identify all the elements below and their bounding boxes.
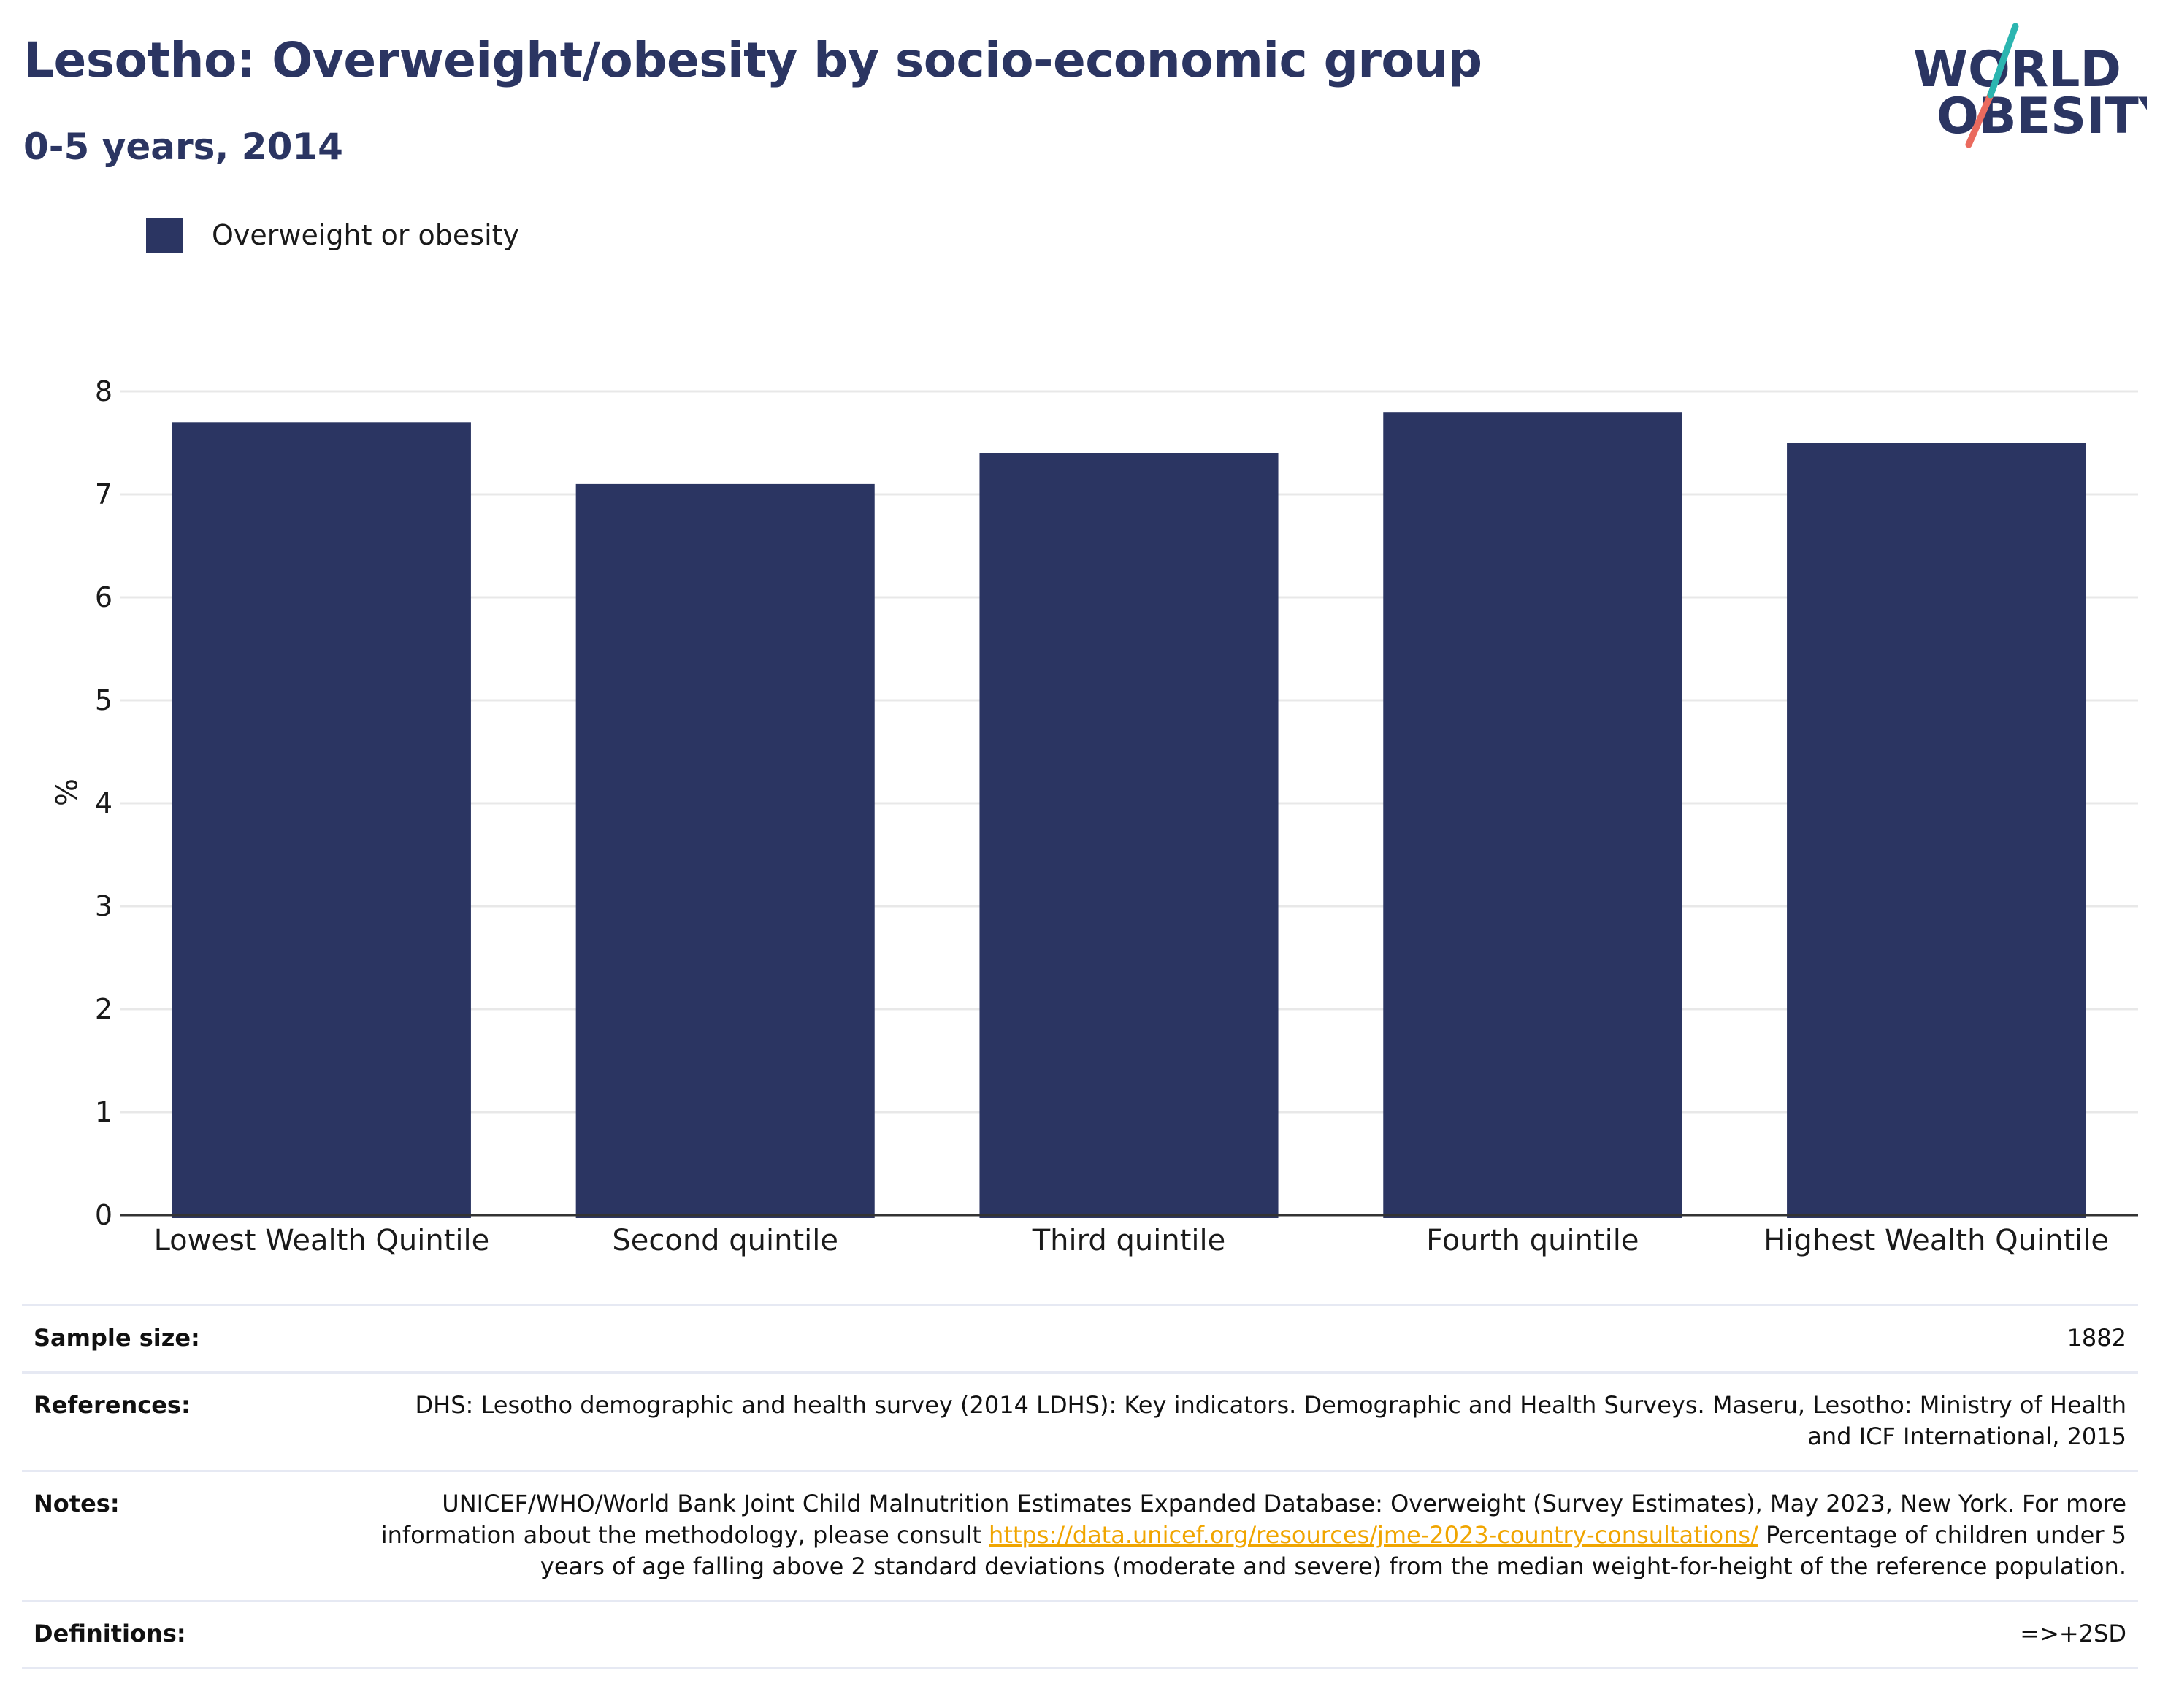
sample-size-label: Sample size: — [34, 1324, 200, 1352]
legend-swatch — [146, 218, 183, 253]
chart-subtitle: 0-5 years, 2014 — [23, 126, 343, 168]
bar — [1787, 443, 2086, 1218]
y-tick-label: 7 — [95, 478, 112, 510]
info-row-sample-size: Sample size: 1882 — [22, 1304, 2138, 1371]
notes-value: UNICEF/WHO/World Bank Joint Child Malnut… — [374, 1488, 2126, 1582]
y-tick-label: 0 — [95, 1199, 112, 1231]
x-axis-ticks: Lowest Wealth Quintile Second quintile Thi… — [154, 1224, 2109, 1257]
x-tick-label: Second quintile — [612, 1224, 838, 1257]
x-tick-label: Fourth quintile — [1426, 1224, 1639, 1257]
notes-text: UNICEF/WHO/World Bank Joint Child Malnut… — [380, 1490, 2126, 1549]
y-axis-label: % — [48, 778, 82, 806]
definitions-value: =>+2SD — [2020, 1620, 2126, 1647]
x-tick-label: Lowest Wealth Quintile — [154, 1224, 490, 1257]
legend-label: Overweight or obesity — [212, 219, 520, 251]
notes-label: Notes: — [34, 1490, 120, 1517]
y-tick-label: 8 — [95, 375, 112, 407]
info-row-notes: Notes: UNICEF/WHO/World Bank Joint Child… — [22, 1470, 2138, 1600]
bar — [1383, 412, 1682, 1219]
y-tick-label: 4 — [95, 787, 112, 819]
x-tick-label: Third quintile — [1032, 1224, 1225, 1257]
bar — [172, 422, 471, 1218]
bar — [979, 453, 1279, 1218]
y-tick-label: 5 — [95, 684, 112, 716]
info-row-references: References: DHS: Lesotho demographic and… — [22, 1371, 2138, 1470]
y-tick-label: 3 — [95, 890, 112, 922]
world-obesity-logo: WORLD OBESITY — [1899, 22, 2160, 153]
bar-chart: % 0 1 2 3 4 5 6 7 8 Lowest Wealth Quintile Second… — [48, 375, 2138, 1257]
notes-text-2: Percentage of children under 5 years of … — [540, 1521, 2126, 1580]
references-value: DHS: Lesotho demographic and health surv… — [415, 1391, 2126, 1450]
y-axis-ticks: 0 1 2 3 4 5 6 7 8 — [95, 375, 112, 1231]
logo-slash-bottom — [1965, 91, 1994, 148]
chart-title: Lesotho: Overweight/obesity by socio-eco… — [23, 32, 1482, 88]
info-table: Sample size: 1882 References: DHS: Lesot… — [22, 1304, 2138, 1669]
notes-link[interactable]: https://data.unicef.org/resources/jme-20… — [989, 1521, 1758, 1549]
bars — [172, 412, 2086, 1219]
logo-slash-top — [1987, 23, 2019, 99]
definitions-label: Definitions: — [34, 1620, 186, 1647]
y-tick-label: 6 — [95, 581, 112, 613]
bar — [575, 483, 875, 1218]
y-tick-label: 1 — [95, 1096, 112, 1128]
y-tick-label: 2 — [95, 993, 112, 1025]
legend: Overweight or obesity — [146, 218, 519, 253]
x-tick-label: Highest Wealth Quintile — [1763, 1224, 2109, 1257]
references-label: References: — [34, 1391, 191, 1419]
info-row-definitions: Definitions: =>+2SD — [22, 1600, 2138, 1669]
logo-line1: WORLD — [1913, 41, 2121, 99]
sample-size-value: 1882 — [2067, 1324, 2126, 1352]
